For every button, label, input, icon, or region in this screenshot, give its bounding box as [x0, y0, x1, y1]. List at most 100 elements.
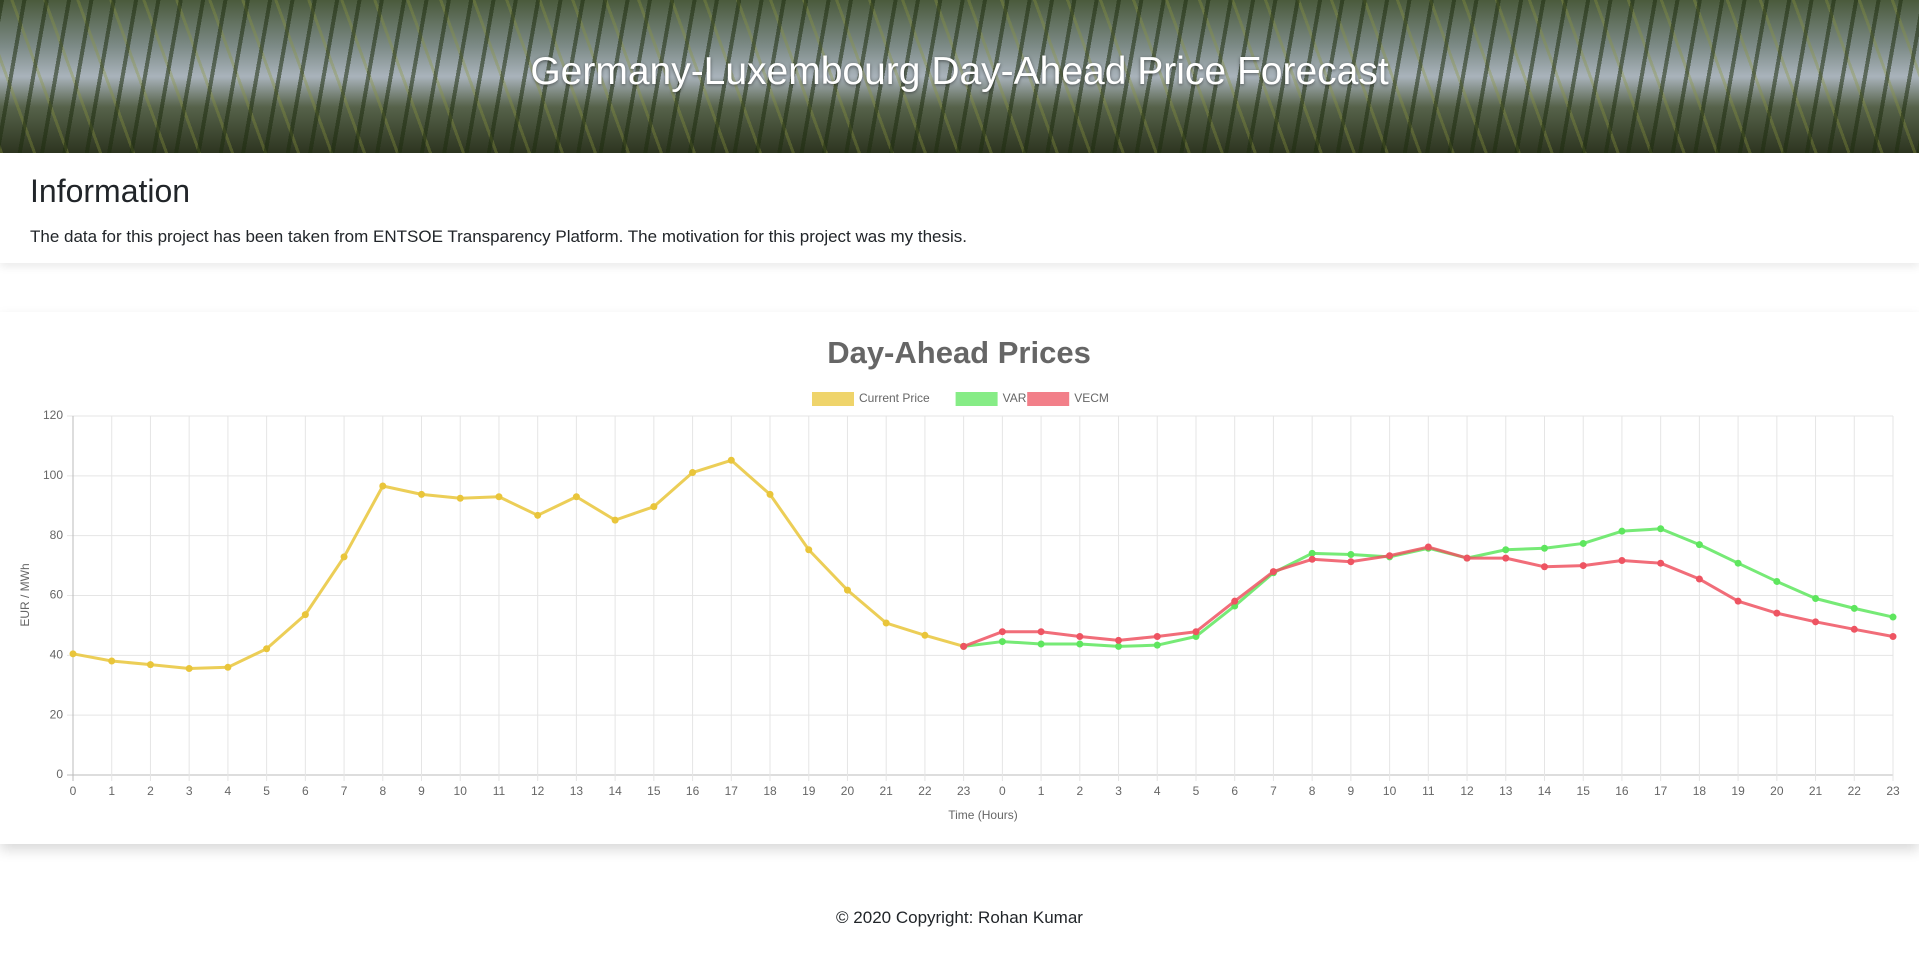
data-point: [1579, 539, 1587, 547]
data-point: [1115, 636, 1123, 644]
data-point: [1076, 632, 1084, 640]
legend-label: VAR: [1003, 391, 1027, 405]
data-point: [1773, 609, 1781, 617]
chart: Day-Ahead Prices Time (Hours) EUR / MWh …: [18, 335, 1900, 822]
data-point: [69, 650, 77, 658]
x-tick-label: 11: [493, 784, 506, 798]
x-tick-label: 6: [302, 784, 309, 798]
x-tick-label: 2: [1076, 784, 1083, 798]
data-point: [650, 503, 658, 511]
x-tick-label: 10: [1383, 784, 1397, 798]
x-tick-label: 19: [802, 784, 816, 798]
data-point: [340, 553, 348, 561]
y-axis-title: EUR / MWh: [18, 563, 32, 626]
footer: © 2020 Copyright: Rohan Kumar: [836, 908, 1083, 927]
data-point: [1386, 552, 1394, 560]
data-point: [534, 511, 542, 519]
x-tick-label: 17: [725, 784, 739, 798]
x-tick-label: 20: [1770, 784, 1784, 798]
data-point: [1037, 640, 1045, 648]
data-point: [1812, 618, 1820, 626]
x-tick-label: 13: [570, 784, 584, 798]
x-tick-label: 8: [1309, 784, 1316, 798]
data-point: [727, 456, 735, 464]
data-point: [1657, 559, 1665, 567]
data-point: [224, 663, 232, 671]
y-tick-label: 80: [50, 528, 64, 542]
x-tick-label: 18: [763, 784, 777, 798]
x-axis-title: Time (Hours): [948, 808, 1018, 822]
x-tick-label: 18: [1693, 784, 1707, 798]
data-point: [998, 638, 1006, 646]
x-tick-label: 0: [999, 784, 1006, 798]
data-point: [1618, 556, 1626, 564]
data-point: [263, 645, 271, 653]
data-point: [1347, 558, 1355, 566]
data-point: [998, 628, 1006, 636]
x-tick-label: 15: [647, 784, 661, 798]
data-point: [1812, 594, 1820, 602]
chart-card: Day-Ahead Prices Time (Hours) EUR / MWh …: [0, 312, 1919, 844]
x-tick-label: 23: [1886, 784, 1900, 798]
data-point: [1773, 577, 1781, 585]
data-point: [1502, 546, 1510, 554]
x-tick-label: 7: [341, 784, 348, 798]
x-tick-label: 5: [263, 784, 270, 798]
series-line: [72, 458, 965, 670]
x-tick-label: 19: [1731, 784, 1745, 798]
data-point: [1308, 549, 1316, 557]
x-tick-label: 13: [1499, 784, 1513, 798]
x-tick-label: 17: [1654, 784, 1668, 798]
legend-label: Current Price: [859, 391, 930, 405]
x-tick-label: 16: [686, 784, 700, 798]
data-point: [1502, 554, 1510, 562]
x-tick-label: 5: [1193, 784, 1200, 798]
data-point: [1618, 527, 1626, 535]
data-point: [1734, 559, 1742, 567]
banner-image: [0, 0, 1919, 153]
x-tick-label: 0: [70, 784, 77, 798]
data-point: [185, 664, 193, 672]
data-point: [495, 493, 503, 501]
data-point: [1192, 632, 1200, 640]
data-point: [1269, 568, 1277, 576]
x-tick-label: 23: [957, 784, 971, 798]
x-tick-label: 22: [918, 784, 932, 798]
data-point: [1153, 632, 1161, 640]
y-tick-label: 0: [56, 767, 63, 781]
data-point: [1231, 597, 1239, 605]
x-tick-label: 7: [1270, 784, 1277, 798]
x-tick-label: 3: [1115, 784, 1122, 798]
data-point: [1115, 642, 1123, 650]
y-tick-label: 40: [50, 648, 64, 662]
info-text: The data for this project has been taken…: [30, 227, 967, 246]
y-tick-label: 60: [50, 588, 64, 602]
x-tick-label: 1: [108, 784, 115, 798]
x-tick-label: 2: [147, 784, 154, 798]
x-tick-label: 10: [454, 784, 468, 798]
data-point: [1347, 551, 1355, 559]
data-point: [1540, 544, 1548, 552]
data-point: [805, 546, 813, 554]
x-tick-label: 3: [186, 784, 193, 798]
x-tick-label: 4: [225, 784, 232, 798]
data-point: [1657, 525, 1665, 533]
data-point: [882, 619, 890, 627]
data-point: [611, 516, 619, 524]
legend-swatch: [955, 392, 998, 406]
info-heading: Information: [30, 173, 191, 209]
x-tick-label: 6: [1231, 784, 1238, 798]
data-point: [689, 469, 697, 477]
data-point: [921, 631, 929, 639]
legend-label: VECM: [1074, 391, 1109, 405]
data-point: [301, 611, 309, 619]
x-tick-label: 9: [1348, 784, 1355, 798]
x-tick-label: 1: [1038, 784, 1045, 798]
y-tick-label: 100: [43, 468, 63, 482]
data-point: [1463, 554, 1471, 562]
data-point: [1037, 628, 1045, 636]
x-tick-label: 14: [1538, 784, 1552, 798]
data-point: [572, 493, 580, 501]
chart-title: Day-Ahead Prices: [827, 335, 1091, 370]
